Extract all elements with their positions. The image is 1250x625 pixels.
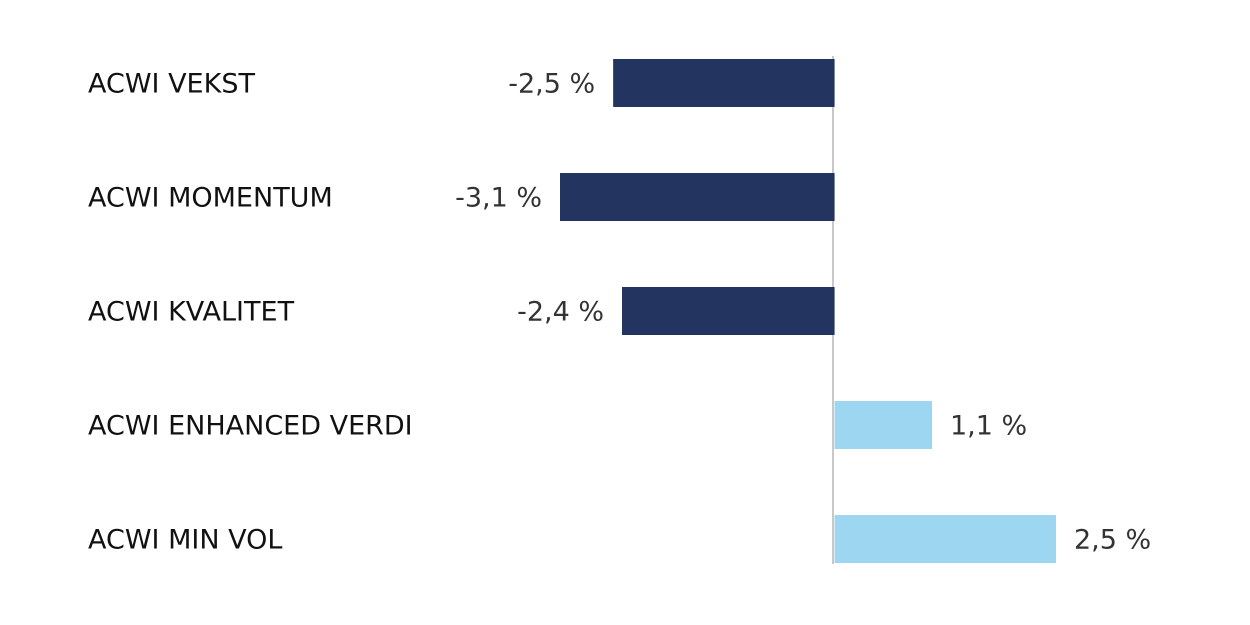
category-label: ACWI MOMENTUM — [88, 183, 333, 214]
bar — [560, 173, 835, 221]
category-label: ACWI KVALITET — [88, 297, 295, 328]
value-label: 2,5 % — [1074, 525, 1151, 556]
category-label: ACWI ENHANCED VERDI — [88, 411, 413, 442]
category-label: ACWI MIN VOL — [88, 525, 282, 556]
bar — [622, 287, 835, 335]
value-label: -3,1 % — [455, 183, 542, 214]
bar — [834, 515, 1056, 563]
category-label: ACWI VEKST — [88, 69, 255, 100]
value-label: 1,1 % — [950, 411, 1027, 442]
bar — [834, 401, 932, 449]
value-label: -2,5 % — [508, 69, 595, 100]
value-label: -2,4 % — [517, 297, 604, 328]
bar — [613, 59, 835, 107]
